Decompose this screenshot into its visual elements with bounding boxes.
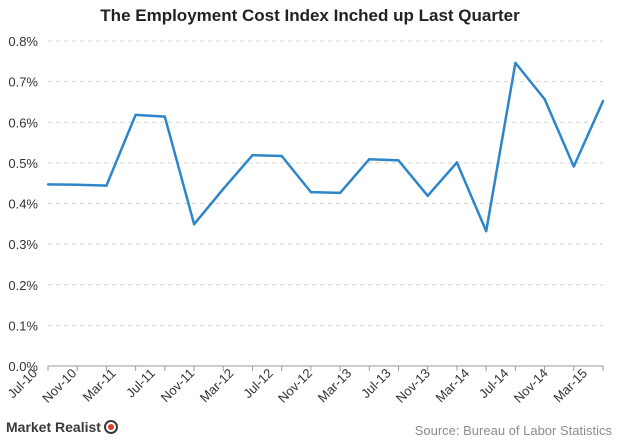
data-point — [46, 183, 50, 186]
y-tick-label: 0.2% — [8, 278, 38, 293]
data-point — [163, 115, 167, 118]
x-tick-label: Mar-15 — [550, 366, 590, 406]
data-point — [397, 159, 400, 162]
data-point — [280, 154, 283, 158]
y-tick-label: 0.7% — [8, 75, 38, 90]
x-tick-label: Nov-13 — [393, 366, 433, 406]
y-tick-label: 0.3% — [8, 237, 38, 252]
y-tick-label: 0.5% — [8, 156, 38, 171]
brand-mark-icon — [103, 420, 118, 434]
x-tick-label: Jul-14 — [476, 366, 512, 402]
data-point — [543, 97, 546, 101]
data-point — [338, 191, 342, 195]
data-point — [251, 153, 254, 157]
y-tick-label: 0.1% — [8, 318, 38, 333]
data-point — [601, 99, 605, 103]
x-tick-label: Nov-10 — [39, 366, 79, 406]
chart-title: The Employment Cost Index Inched up Last… — [100, 6, 520, 25]
data-point — [514, 61, 517, 65]
x-tick-label: Jul-13 — [358, 366, 394, 402]
x-tick-label: Nov-11 — [158, 366, 198, 406]
x-tick-label: Nov-14 — [511, 366, 551, 406]
y-tick-label: 0.4% — [8, 197, 38, 212]
data-point — [76, 183, 79, 187]
x-tick-label: Nov-12 — [275, 366, 315, 406]
data-point — [134, 113, 137, 117]
data-point — [309, 190, 313, 194]
x-tick-label: Mar-14 — [433, 366, 473, 406]
series-line — [47, 61, 605, 233]
brand-logo: Market Realist — [6, 419, 118, 435]
data-point — [222, 187, 225, 191]
data-point — [455, 161, 459, 164]
x-tick-label: Mar-13 — [315, 366, 355, 406]
x-tick-label: Jul-12 — [240, 366, 276, 402]
data-point — [105, 184, 108, 187]
data-point — [368, 158, 371, 161]
data-point — [426, 194, 429, 197]
data-point — [572, 165, 575, 168]
x-tick-label: Jul-11 — [123, 366, 158, 401]
source-note: Source: Bureau of Labor Statistics — [414, 423, 612, 438]
data-point — [484, 229, 488, 233]
x-tick-label: Mar-12 — [197, 366, 237, 406]
data-point — [192, 223, 196, 226]
x-tick-label: Mar-11 — [80, 366, 119, 405]
y-tick-label: 0.6% — [8, 115, 38, 130]
y-tick-label: 0.0% — [8, 359, 38, 374]
y-tick-label: 0.8% — [8, 34, 38, 49]
brand-name: Market Realist — [6, 419, 101, 435]
